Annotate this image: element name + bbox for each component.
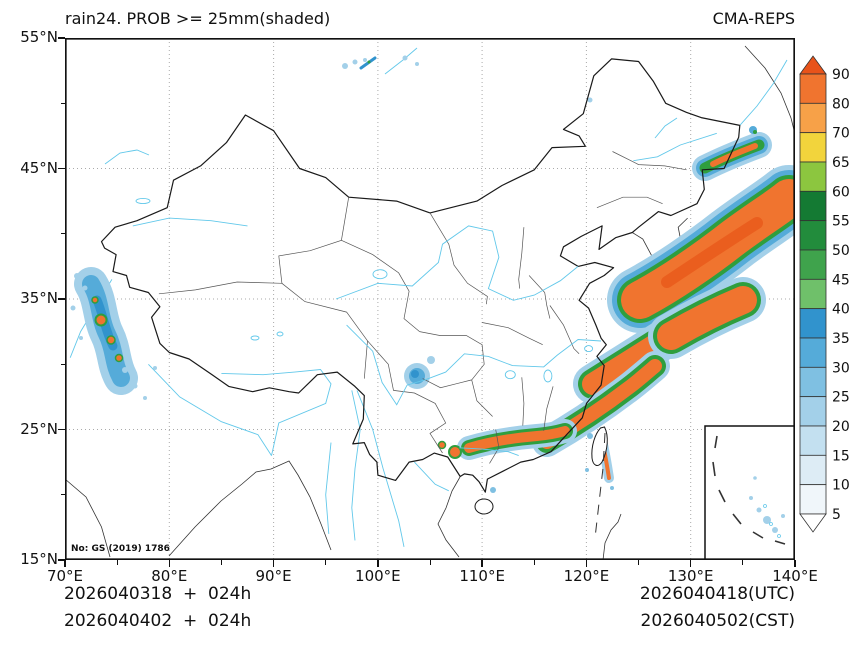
init-time-utc: 2026040318 + 024h xyxy=(64,584,252,604)
colorbar-segment xyxy=(799,102,827,134)
lat-tick-label: 35°N xyxy=(20,289,58,307)
page-title: rain24. PROB >= 25mm(shaded) xyxy=(65,9,331,28)
lon-tick-label: 130°E xyxy=(667,567,714,585)
lon-minor-tick xyxy=(429,560,431,565)
china-rivers xyxy=(132,132,717,457)
lon-minor-tick xyxy=(116,560,118,565)
lat-tick-label: 25°N xyxy=(20,419,58,438)
china-borders xyxy=(100,58,741,539)
colorbar-segment xyxy=(799,484,827,515)
colorbar-label: 50 xyxy=(832,243,850,259)
colorbar-label: 35 xyxy=(832,331,850,347)
lat-minor-tick xyxy=(60,233,65,235)
china-national-border xyxy=(100,58,741,493)
hainan-island xyxy=(474,498,494,515)
colorbar-segment xyxy=(799,73,827,104)
scs-inset xyxy=(704,425,795,560)
lat-minor-tick xyxy=(60,363,65,365)
shaded-regions xyxy=(70,55,795,493)
colorbar-segment xyxy=(799,161,827,192)
lat-minor-tick xyxy=(60,494,65,496)
lat-tick-label: 55°N xyxy=(20,28,58,46)
lon-tick-label: 80°E xyxy=(151,567,188,585)
colorbar-segment xyxy=(799,366,827,398)
colorbar-arrow-top xyxy=(799,55,827,75)
colorbar-segment xyxy=(799,337,827,368)
colorbar-label: 30 xyxy=(832,360,850,376)
lat-tick-mark xyxy=(58,428,65,431)
colorbar-label: 60 xyxy=(832,184,850,200)
lon-tick-mark xyxy=(585,560,588,567)
inset-coast-dots xyxy=(763,504,781,538)
lon-minor-tick xyxy=(325,560,327,565)
lon-minor-tick xyxy=(742,560,744,565)
lon-minor-tick xyxy=(638,560,640,565)
colorbar-label: 80 xyxy=(832,96,850,112)
map-plot-area xyxy=(65,38,795,560)
colorbar-label: 70 xyxy=(832,126,850,142)
lat-minor-tick xyxy=(60,102,65,104)
colorbar-label: 90 xyxy=(832,67,850,83)
map-frame xyxy=(65,38,795,560)
lon-tick-mark xyxy=(794,560,796,567)
lon-tick-label: 90°E xyxy=(255,567,292,585)
colorbar-label: 15 xyxy=(832,448,850,464)
lon-tick-mark xyxy=(481,560,483,567)
lon-minor-tick xyxy=(220,560,222,565)
map-svg xyxy=(65,38,795,560)
lon-tick-mark xyxy=(377,560,379,567)
lon-tick-label: 140°E xyxy=(772,567,818,585)
map-license-annotation: No: GS (2019) 1786 xyxy=(71,544,170,554)
colorbar-label: 55 xyxy=(832,214,850,230)
lat-tick-mark xyxy=(58,559,65,561)
lon-tick-label: 70°E xyxy=(46,567,84,585)
colorbar-label: 65 xyxy=(832,155,850,171)
lon-tick-mark xyxy=(689,560,692,567)
lat-tick-mark xyxy=(58,37,65,39)
lon-tick-mark xyxy=(168,560,171,567)
colorbar-label: 25 xyxy=(832,390,850,406)
colorbar-holder: 90 80 70 65 60 55 50 45 40 35 30 25 20 15 10 5 xyxy=(794,48,860,552)
lat-tick-mark xyxy=(58,298,65,300)
colorbar-label: 40 xyxy=(832,302,850,318)
lon-minor-tick xyxy=(533,560,535,565)
lat-tick-label: 15°N xyxy=(20,550,58,568)
lon-tick-label: 120°E xyxy=(563,567,610,585)
colorbar: 90 80 70 65 60 55 50 45 40 35 30 25 20 15 10 5 xyxy=(799,55,850,533)
colorbar-label: 5 xyxy=(832,507,841,523)
init-time-cst: 2026040402 + 024h xyxy=(64,611,252,631)
model-source-label: CMA-REPS xyxy=(712,9,795,28)
colorbar-arrow-bottom xyxy=(799,513,827,533)
colorbar-segment xyxy=(799,190,827,222)
lat-tick-label: 45°N xyxy=(20,158,58,177)
colorbar-segment xyxy=(799,308,827,339)
colorbar-segment xyxy=(799,220,827,251)
lon-tick-label: 110°E xyxy=(459,567,505,585)
valid-time-utc: 2026040418(UTC) xyxy=(639,584,795,604)
lat-tick-mark xyxy=(58,167,65,170)
colorbar-segment xyxy=(799,132,827,163)
colorbar-label: 45 xyxy=(832,272,850,288)
valid-time-cst: 2026040502(CST) xyxy=(640,611,795,631)
colorbar-segment xyxy=(799,454,827,486)
province-borders xyxy=(158,151,687,464)
lon-tick-mark xyxy=(272,560,275,567)
colorbar-label: 10 xyxy=(832,478,850,494)
nine-dash-line xyxy=(712,435,786,545)
inset-islands xyxy=(749,476,785,533)
colorbar-segment xyxy=(799,396,827,427)
colorbar-label: 20 xyxy=(832,419,850,435)
lon-tick-label: 100°E xyxy=(355,567,401,585)
lon-tick-mark xyxy=(64,560,66,567)
colorbar-segment xyxy=(799,425,827,456)
colorbar-segment xyxy=(799,249,827,280)
colorbar-segment xyxy=(799,278,827,310)
